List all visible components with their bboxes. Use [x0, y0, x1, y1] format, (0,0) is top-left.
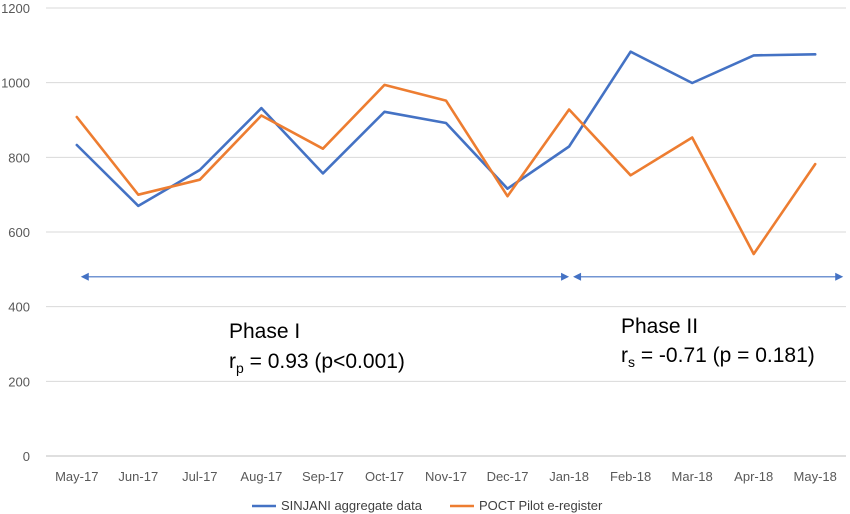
- phase1-stat: rp = 0.93 (p<0.001): [229, 350, 405, 376]
- phase1-stat-rest: = 0.93 (p<0.001): [244, 350, 405, 373]
- y-tick-label: 600: [8, 225, 30, 240]
- x-tick-label: Feb-18: [610, 469, 651, 484]
- x-tick-label: Jun-17: [118, 469, 158, 484]
- y-axis-ticks: 0 200 400 600 800 1000 1200: [1, 1, 30, 464]
- phase1-arrow: [80, 272, 570, 281]
- x-tick-label: Dec-17: [487, 469, 529, 484]
- phase1-stat-var: r: [229, 350, 236, 373]
- phase2-stat-sub: s: [628, 354, 635, 370]
- series-lines: [75, 50, 817, 256]
- phase-arrows: [80, 272, 844, 281]
- legend-label-sinjani: SINJANI aggregate data: [281, 498, 423, 513]
- y-tick-label: 400: [8, 300, 30, 315]
- x-tick-label: May-18: [794, 469, 837, 484]
- gridlines: [46, 7, 846, 382]
- y-tick-label: 0: [23, 449, 30, 464]
- phase2-title: Phase II: [621, 315, 698, 338]
- x-tick-label: May-17: [55, 469, 98, 484]
- phase1-stat-sub: p: [236, 360, 244, 376]
- y-tick-label: 200: [8, 374, 30, 389]
- phase2-arrow: [573, 272, 844, 281]
- legend: SINJANI aggregate data POCT Pilot e-regi…: [252, 498, 603, 513]
- x-axis-ticks: May-17 Jun-17 Jul-17 Aug-17 Sep-17 Oct-17 Nov-…: [55, 469, 837, 484]
- y-tick-label: 800: [8, 150, 30, 165]
- phase2-stat-var: r: [621, 344, 628, 367]
- legend-label-poct: POCT Pilot e-register: [479, 498, 603, 513]
- phase1-title: Phase I: [229, 320, 300, 343]
- x-tick-label: Nov-17: [425, 469, 467, 484]
- x-tick-label: Jul-17: [182, 469, 217, 484]
- x-tick-label: Aug-17: [240, 469, 282, 484]
- phase2-stat-rest: = -0.71 (p = 0.181): [635, 344, 815, 367]
- x-tick-label: Sep-17: [302, 469, 344, 484]
- phase2-stat: rs = -0.71 (p = 0.181): [621, 344, 815, 370]
- y-tick-label: 1000: [1, 76, 30, 91]
- x-tick-label: Mar-18: [672, 469, 713, 484]
- x-tick-label: Apr-18: [734, 469, 773, 484]
- x-tick-label: Jan-18: [549, 469, 589, 484]
- series-line-1: [75, 83, 817, 256]
- x-tick-label: Oct-17: [365, 469, 404, 484]
- y-tick-label: 1200: [1, 1, 30, 16]
